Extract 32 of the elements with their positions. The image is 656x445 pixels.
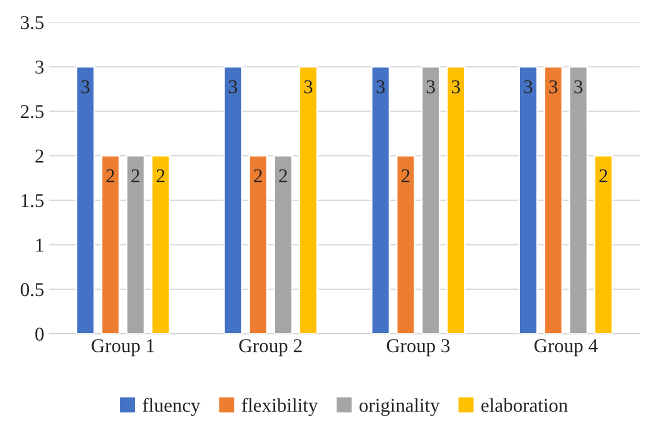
- data-label: 3: [549, 80, 558, 94]
- data-label: 3: [81, 80, 90, 94]
- data-label: 3: [229, 80, 238, 94]
- legend-label: originality: [360, 398, 440, 416]
- y-tick-label: 1: [36, 238, 44, 252]
- y-tick-label: 0: [35, 328, 44, 341]
- y-tick-label: 2: [35, 150, 44, 162]
- x-tick-label: Group 2: [239, 339, 302, 356]
- data-label: 3: [524, 80, 532, 94]
- data-label: 2: [254, 169, 262, 182]
- x-tick-label: Group 3: [386, 339, 450, 356]
- y-tick-label: 3: [36, 60, 44, 74]
- x-tick-label: Group 4: [534, 339, 598, 356]
- data-label: 3: [574, 80, 582, 94]
- y-tick-label: 2.5: [20, 105, 44, 118]
- data-label: 2: [599, 169, 608, 182]
- data-label: 2: [402, 169, 410, 182]
- legend-label: fluency: [142, 398, 200, 416]
- data-label: 3: [376, 80, 385, 94]
- legend-label: elaboration: [481, 398, 568, 412]
- data-label: 3: [452, 80, 460, 94]
- data-label: 2: [279, 169, 287, 182]
- data-label: 3: [304, 80, 312, 94]
- data-label: 2: [106, 169, 114, 182]
- data-label: 3: [426, 80, 435, 94]
- y-tick-label: 3.5: [20, 16, 44, 30]
- legend-label: flexibility: [242, 398, 318, 416]
- y-tick-label: 0.5: [20, 283, 44, 296]
- data-label: 2: [132, 169, 140, 182]
- data-label: 2: [156, 169, 164, 182]
- x-tick-label: Group 1: [92, 339, 154, 356]
- y-tick-label: 1.5: [22, 194, 44, 208]
